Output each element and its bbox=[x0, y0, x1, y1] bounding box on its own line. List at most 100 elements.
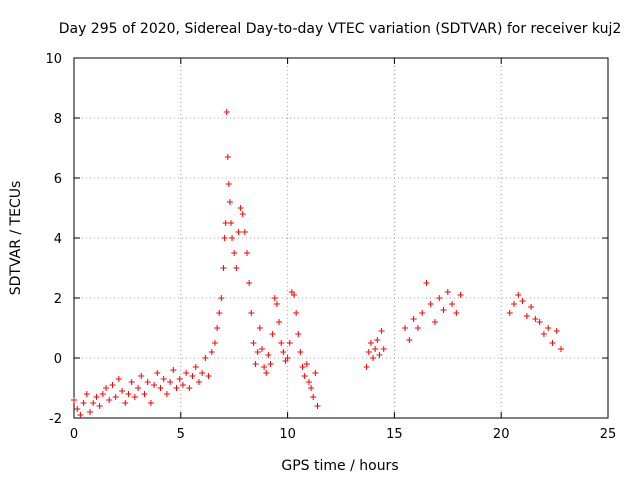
data-point bbox=[297, 349, 304, 355]
data-point bbox=[273, 301, 280, 307]
data-point bbox=[291, 292, 298, 298]
data-point bbox=[235, 229, 242, 235]
data-point bbox=[90, 400, 97, 406]
data-point bbox=[208, 349, 215, 355]
data-point bbox=[246, 280, 253, 286]
data-point bbox=[365, 349, 372, 355]
data-point bbox=[436, 295, 443, 301]
data-point bbox=[214, 325, 221, 331]
data-point bbox=[380, 346, 387, 352]
data-point bbox=[299, 364, 306, 370]
data-point bbox=[151, 382, 158, 388]
data-point bbox=[176, 376, 183, 382]
data-point bbox=[179, 382, 186, 388]
data-point bbox=[244, 250, 251, 256]
data-point bbox=[406, 337, 413, 343]
x-tick-label: 0 bbox=[70, 427, 78, 442]
data-point bbox=[374, 337, 381, 343]
data-point bbox=[218, 295, 225, 301]
data-point bbox=[154, 370, 161, 376]
data-point bbox=[239, 211, 246, 217]
data-point bbox=[378, 328, 385, 334]
chart-title: Day 295 of 2020, Sidereal Day-to-day VTE… bbox=[59, 21, 622, 37]
data-point bbox=[211, 340, 218, 346]
data-point bbox=[363, 364, 370, 370]
data-point bbox=[376, 352, 383, 358]
data-point bbox=[303, 361, 310, 367]
data-point bbox=[224, 154, 231, 160]
data-point bbox=[216, 310, 223, 316]
data-point bbox=[173, 385, 180, 391]
data-point bbox=[157, 385, 164, 391]
data-point bbox=[536, 319, 543, 325]
y-axis-label: SDTVAR / TECUs bbox=[8, 181, 24, 296]
data-point bbox=[261, 364, 268, 370]
data-point bbox=[280, 349, 287, 355]
data-point bbox=[131, 394, 138, 400]
data-point bbox=[77, 412, 84, 418]
data-point bbox=[128, 379, 135, 385]
grid bbox=[74, 58, 608, 418]
data-point bbox=[109, 382, 116, 388]
data-point bbox=[457, 292, 464, 298]
data-point bbox=[254, 349, 261, 355]
data-point bbox=[205, 373, 212, 379]
data-point bbox=[372, 346, 379, 352]
data-point bbox=[506, 310, 513, 316]
data-point bbox=[195, 379, 202, 385]
data-point bbox=[250, 340, 257, 346]
data-point bbox=[227, 220, 234, 226]
data-point bbox=[135, 385, 142, 391]
x-tick-label: 5 bbox=[177, 427, 185, 442]
data-point bbox=[96, 403, 103, 409]
data-point bbox=[532, 316, 539, 322]
data-point bbox=[263, 370, 270, 376]
data-point bbox=[308, 385, 315, 391]
data-point bbox=[310, 394, 317, 400]
y-tick-label: 10 bbox=[45, 52, 62, 67]
data-point bbox=[293, 310, 300, 316]
data-point bbox=[186, 385, 193, 391]
data-point bbox=[220, 265, 227, 271]
data-point bbox=[453, 310, 460, 316]
data-point bbox=[192, 364, 199, 370]
data-point bbox=[241, 229, 248, 235]
data-point bbox=[258, 346, 265, 352]
data-point bbox=[119, 388, 126, 394]
y-tick-label: 8 bbox=[54, 112, 62, 127]
data-point bbox=[269, 331, 276, 337]
data-point bbox=[252, 361, 259, 367]
y-tick-label: 2 bbox=[54, 292, 62, 307]
data-point bbox=[225, 181, 232, 187]
y-tick-label: -2 bbox=[49, 412, 62, 427]
x-tick-labels: 0 5 10 15 20 25 bbox=[70, 427, 616, 442]
data-point bbox=[125, 391, 132, 397]
data-point bbox=[271, 295, 278, 301]
data-point bbox=[431, 319, 438, 325]
x-axis-label: GPS time / hours bbox=[281, 458, 398, 474]
data-point bbox=[256, 325, 263, 331]
data-point bbox=[189, 373, 196, 379]
data-point bbox=[295, 331, 302, 337]
data-point bbox=[423, 280, 430, 286]
x-tick-label: 20 bbox=[493, 427, 510, 442]
data-point bbox=[93, 394, 100, 400]
data-point bbox=[183, 370, 190, 376]
data-point bbox=[519, 298, 526, 304]
data-point bbox=[540, 331, 547, 337]
data-point bbox=[80, 400, 87, 406]
data-point bbox=[305, 379, 312, 385]
data-point bbox=[71, 397, 77, 403]
data-point bbox=[312, 370, 319, 376]
y-tick-label: 6 bbox=[54, 172, 62, 187]
data-point bbox=[122, 400, 129, 406]
data-point bbox=[278, 340, 285, 346]
data-point bbox=[83, 391, 90, 397]
axis-ticks bbox=[73, 57, 609, 419]
data-point bbox=[160, 376, 167, 382]
data-point bbox=[106, 397, 113, 403]
data-point bbox=[265, 352, 272, 358]
data-point bbox=[553, 328, 560, 334]
x-tick-label: 15 bbox=[386, 427, 403, 442]
